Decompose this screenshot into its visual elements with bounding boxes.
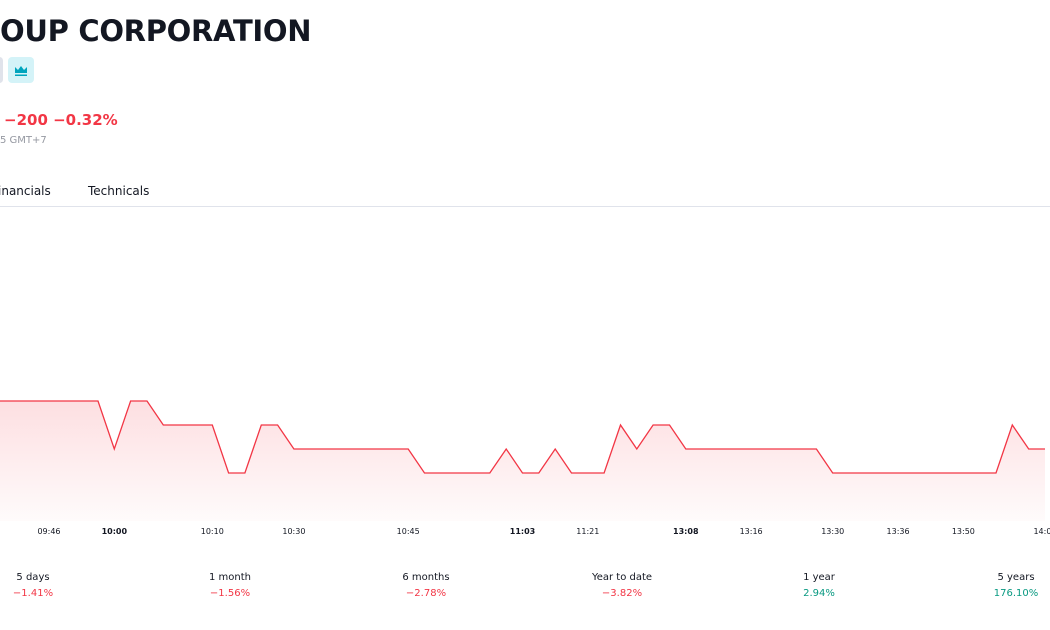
time-label: 14:00 bbox=[1033, 527, 1050, 536]
period-name: 5 days bbox=[16, 572, 49, 583]
price-line bbox=[0, 400, 1045, 474]
divider bbox=[0, 206, 1050, 207]
period-name: 5 years bbox=[997, 572, 1034, 583]
period-name: 1 month bbox=[209, 572, 251, 583]
timestamp: 5 GMT+7 bbox=[0, 135, 47, 146]
period-name: 1 year bbox=[803, 572, 836, 583]
price-area bbox=[0, 401, 1045, 521]
period-change: −1.41% bbox=[13, 588, 53, 599]
time-label: 10:30 bbox=[282, 527, 305, 536]
time-label: 13:50 bbox=[952, 527, 975, 536]
price-change: −200 −0.32% bbox=[4, 111, 118, 129]
period-change: −2.78% bbox=[406, 588, 446, 599]
crown-badge[interactable] bbox=[8, 57, 34, 83]
time-label: 10:00 bbox=[102, 527, 128, 536]
time-label: 13:16 bbox=[740, 527, 763, 536]
tab[interactable]: inancials bbox=[0, 184, 51, 198]
period-change: −1.56% bbox=[210, 588, 250, 599]
tab[interactable]: Technicals bbox=[88, 184, 150, 198]
symbol-title: OUP CORPORATION bbox=[0, 14, 312, 48]
crown-icon bbox=[15, 66, 27, 76]
time-label: 13:08 bbox=[673, 527, 699, 536]
time-label: 11:03 bbox=[510, 527, 535, 536]
time-label: 09:46 bbox=[37, 527, 60, 536]
period-change: 176.10% bbox=[994, 588, 1039, 599]
period-name: Year to date bbox=[591, 572, 652, 583]
time-label: 10:10 bbox=[201, 527, 224, 536]
time-label: 11:21 bbox=[576, 527, 599, 536]
period-change: 2.94% bbox=[803, 588, 835, 599]
time-label: 10:45 bbox=[397, 527, 420, 536]
time-label: 13:30 bbox=[821, 527, 844, 536]
badge bbox=[0, 57, 3, 83]
period-change: −3.82% bbox=[602, 588, 642, 599]
time-label: 13:36 bbox=[887, 527, 910, 536]
period-name: 6 months bbox=[402, 572, 449, 583]
